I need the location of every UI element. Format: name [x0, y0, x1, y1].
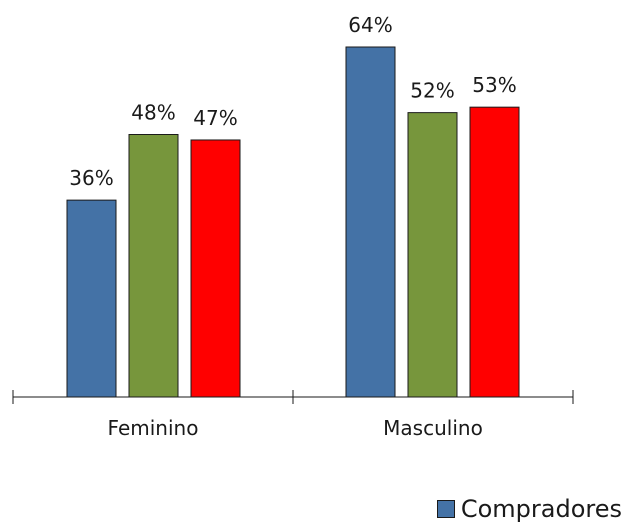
data-label-feminino-2: 47%: [193, 106, 237, 130]
bar-feminino-2: [190, 139, 241, 398]
legend-swatch: [436, 500, 455, 518]
bar-masculino-2: [469, 106, 520, 398]
bar-masculino-0: [345, 46, 396, 398]
bar-chart: 36% 48% 47% 64% 52% 53% Feminino Masculino: [12, 13, 574, 440]
legend-label: Compradores: [460, 495, 622, 523]
data-label-feminino-1: 48%: [131, 101, 175, 125]
category-label-feminino: Feminino: [108, 416, 199, 440]
data-labels-layer: 36% 48% 47% 64% 52% 53%: [69, 13, 516, 190]
data-label-masculino-0: 64%: [348, 13, 392, 37]
data-label-feminino-0: 36%: [69, 166, 113, 190]
data-label-masculino-1: 52%: [410, 79, 454, 103]
bar-masculino-1: [407, 112, 458, 398]
legend: Compradores: [436, 494, 622, 524]
category-label-masculino: Masculino: [383, 416, 483, 440]
x-axis: Feminino Masculino: [12, 390, 574, 440]
bar-feminino-0: [66, 199, 117, 398]
bars-layer: [66, 46, 520, 398]
bar-feminino-1: [128, 134, 179, 398]
data-label-masculino-2: 53%: [472, 73, 516, 97]
